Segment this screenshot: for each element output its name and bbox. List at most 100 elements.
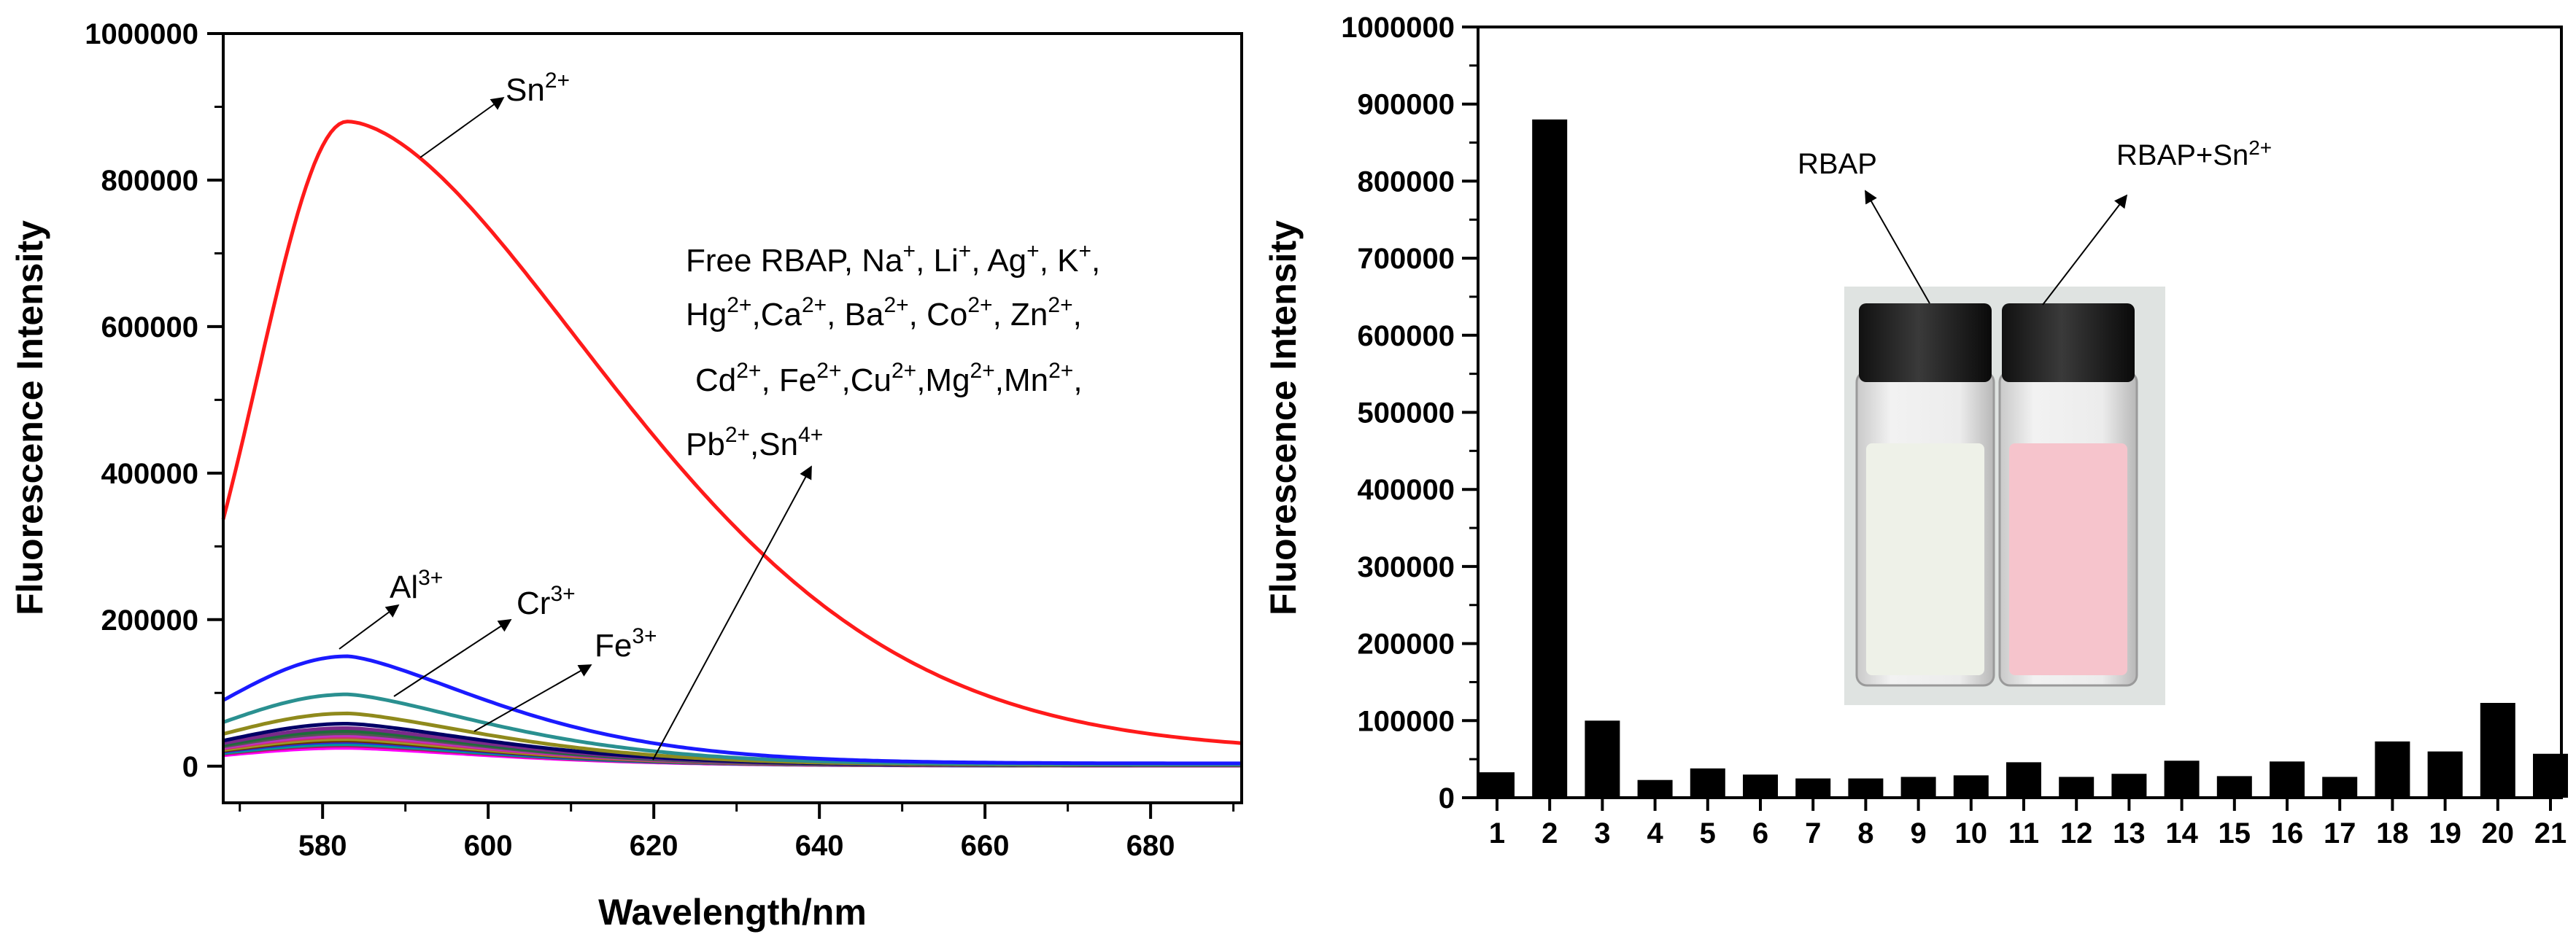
ion-name: Pb: [686, 427, 725, 462]
ion-name: ,Sn: [750, 427, 798, 462]
ion-name: , Li: [916, 243, 959, 279]
ion-charge-sup: 2+: [727, 293, 751, 317]
y-tick-label: 100000: [1358, 705, 1455, 737]
y-tick-label: 600000: [101, 311, 198, 343]
x-tick-label: 8: [1857, 817, 1873, 849]
ion-charge-sup: 2+: [725, 423, 750, 447]
label-fe3-base: Fe: [595, 628, 632, 664]
spectrum-line-sn2: [221, 120, 1242, 745]
y-tick-label: 200000: [101, 604, 198, 637]
inset-label-rbap-sn-sup: 2+: [2248, 136, 2272, 159]
label-free-rbap-line: Pb2+,Sn4+: [686, 423, 823, 462]
bar: [2427, 751, 2463, 798]
ion-charge-sup: +: [1026, 239, 1040, 263]
label-fe3: Fe3+: [595, 624, 657, 664]
x-tick-label: 680: [1126, 830, 1175, 862]
ion-charge-sup: +: [1078, 239, 1091, 263]
x-tick-label: 660: [961, 830, 1010, 862]
bar: [2270, 761, 2305, 798]
y-tick-label: 0: [182, 751, 198, 783]
x-tick-label: 620: [630, 830, 678, 862]
arrow-fe3: [473, 664, 592, 732]
ion-name: Hg: [686, 297, 727, 332]
vial-photo-inset: RBAP RBAP+Sn2+: [1798, 136, 2272, 705]
x-tick-label: 16: [2271, 817, 2304, 849]
x-tick-label: 6: [1752, 817, 1768, 849]
bar: [1743, 774, 1778, 798]
left-x-axis: 580 600 620 640 660 680: [239, 803, 1235, 862]
ion-name: Cd: [695, 362, 736, 398]
x-tick-label: 20: [2482, 817, 2515, 849]
bar: [1795, 778, 1831, 798]
bar: [2164, 761, 2200, 798]
intensity-bar-chart: RBAP RBAP+Sn2+ 1 2 3 4 5 6 7 8 9 10 11 12 13 14 15 16 17…: [1263, 12, 2568, 849]
bar: [1848, 778, 1884, 798]
inset-label-rbap-sn-base: RBAP+Sn: [2116, 139, 2248, 171]
bar: [2216, 776, 2252, 798]
vial-rbap-solution: [1866, 443, 1984, 675]
bar: [1532, 119, 1568, 798]
x-tick-label: 17: [2324, 817, 2356, 849]
x-tick-label: 21: [2534, 817, 2567, 849]
y-tick-label: 1000000: [85, 18, 198, 50]
left-x-axis-title: Wavelength/nm: [598, 892, 867, 933]
label-al3-base: Al: [390, 569, 418, 605]
x-tick-label: 19: [2429, 817, 2461, 849]
y-tick-label: 600000: [1358, 320, 1455, 352]
ion-name: Free RBAP, Na: [686, 243, 903, 279]
label-free-rbap-line: Cd2+, Fe2+,Cu2+,Mg2+,Mn2+,: [695, 359, 1083, 398]
label-cr3-sup: 3+: [550, 582, 575, 606]
emission-spectra-chart: 580 600 620 640 660 680 0 200000 400000 600000 80…: [9, 18, 1243, 933]
ion-charge-sup: 4+: [798, 423, 823, 447]
vial-rbap-sn-solution: [2009, 443, 2127, 675]
y-tick-label: 400000: [101, 458, 198, 490]
spectrum-line-al3: [222, 654, 1242, 766]
ion-name: ,Mg: [916, 362, 970, 398]
bar: [2322, 777, 2358, 798]
bar: [2006, 762, 2041, 798]
ion-name: ,: [1091, 243, 1100, 279]
x-tick-label: 11: [2008, 817, 2039, 849]
ion-name: ,Ca: [751, 297, 802, 332]
label-sn2: Sn2+: [506, 69, 570, 108]
ion-name: ,Cu: [841, 362, 891, 398]
label-free-rbap-line: Free RBAP, Na+, Li+, Ag+, K+,: [686, 239, 1100, 279]
ion-charge-sup: 2+: [970, 359, 995, 383]
arrow-sn2: [419, 96, 505, 158]
label-cr3-base: Cr: [517, 586, 550, 621]
ion-charge-sup: 2+: [891, 359, 916, 383]
label-al3: Al3+: [390, 566, 443, 605]
x-tick-label: 18: [2376, 817, 2409, 849]
bar: [2480, 702, 2515, 798]
x-tick-label: 7: [1805, 817, 1821, 849]
bar: [1585, 720, 1620, 798]
right-y-axis: 0 100000 200000 300000 400000 500000 600000 700…: [1341, 12, 1478, 814]
ion-name: , Fe: [761, 362, 816, 398]
ion-name: ,: [1073, 297, 1082, 332]
x-tick-label: 3: [1594, 817, 1610, 849]
ion-charge-sup: 2+: [802, 293, 827, 317]
ion-charge-sup: 2+: [736, 359, 761, 383]
y-tick-label: 0: [1439, 782, 1455, 814]
bar-series: [1480, 119, 2568, 798]
arrow-al3: [339, 604, 400, 650]
y-tick-label: 1000000: [1341, 12, 1455, 44]
left-plot-frame: [222, 32, 1243, 804]
ion-charge-sup: 2+: [967, 293, 992, 317]
x-tick-label: 640: [795, 830, 844, 862]
label-free-rbap-line: Hg2+,Ca2+, Ba2+, Co2+, Zn2+,: [686, 293, 1082, 332]
x-tick-label: 1: [1489, 817, 1505, 849]
right-y-axis-title: Fluorescence Intensity: [1263, 220, 1304, 615]
vial-rbap-cap: [1859, 303, 1992, 382]
bar: [1480, 772, 1515, 798]
arrow-cr3: [393, 619, 512, 697]
bar: [2059, 777, 2095, 798]
left-y-axis-title: Fluorescence Intensity: [9, 220, 50, 615]
label-sn2-sup: 2+: [545, 69, 570, 93]
bar: [1900, 777, 1936, 798]
bar: [1953, 775, 1989, 798]
bar: [1637, 779, 1673, 798]
bar: [2111, 774, 2147, 798]
label-sn2-base: Sn: [506, 72, 545, 108]
ion-name: ,Mn: [995, 362, 1048, 398]
